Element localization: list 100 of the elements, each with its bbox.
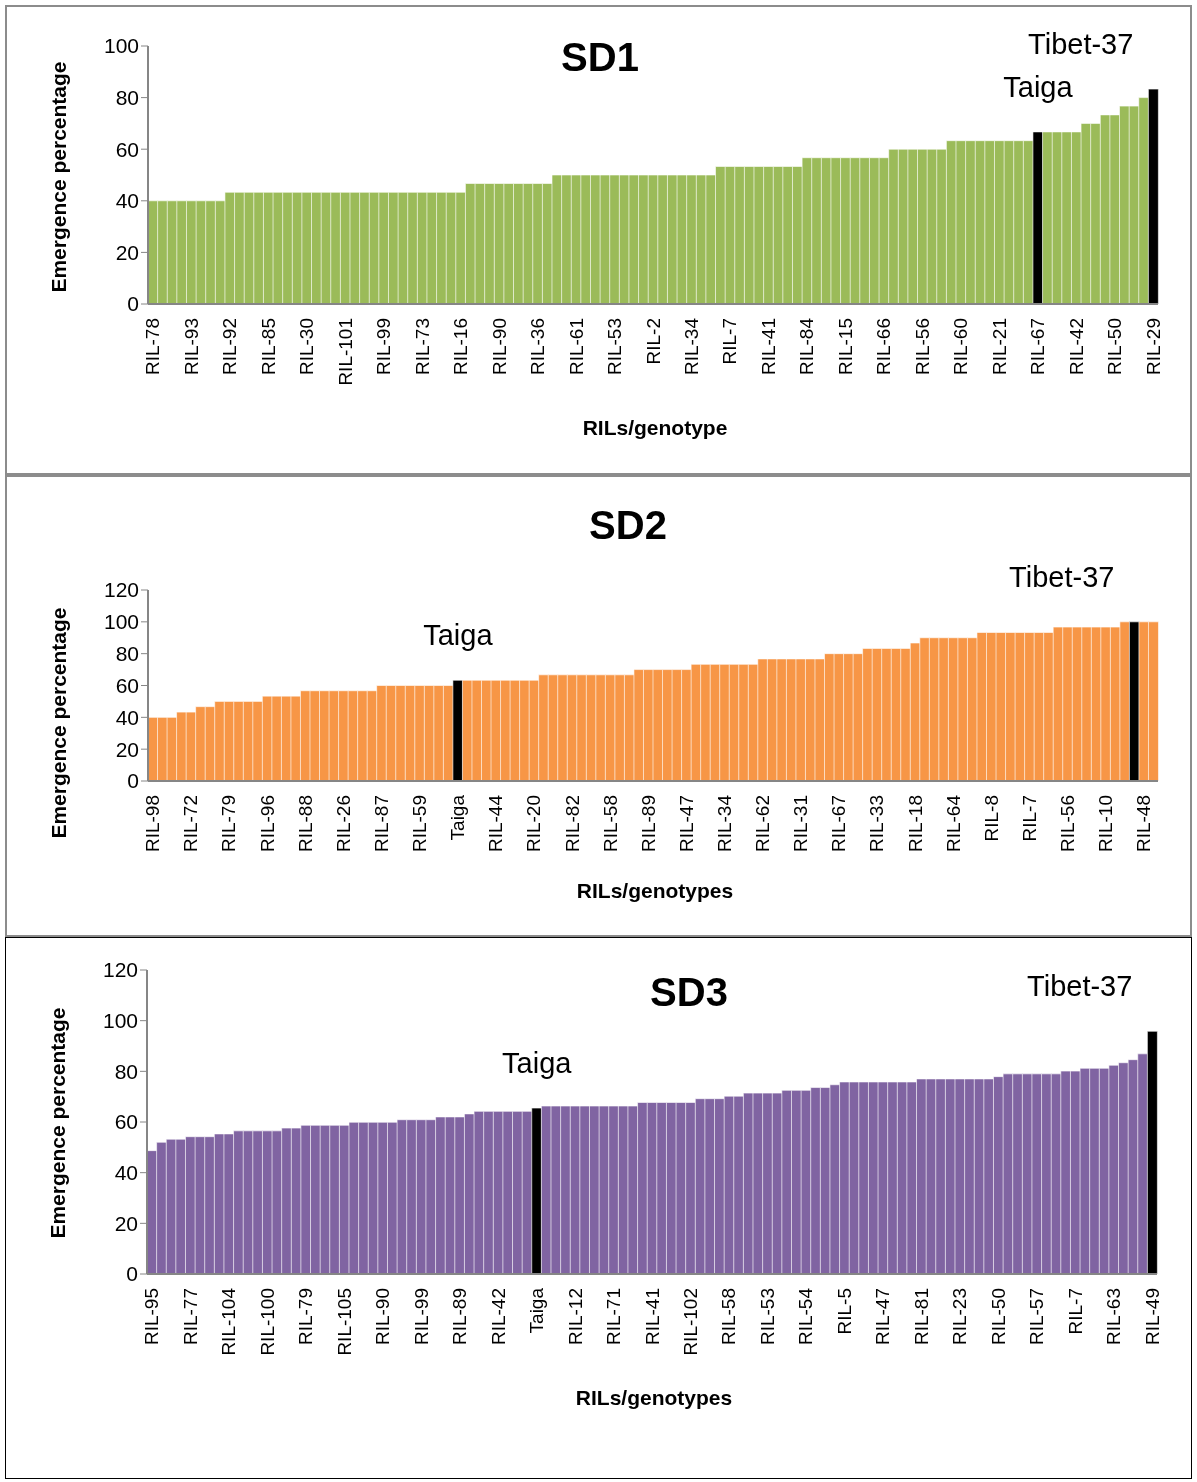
x-tick-label: RIL-88 [294,795,316,853]
x-tick-label: RIL-81 [910,1288,932,1346]
x-tick-label: RIL-29 [1142,318,1164,376]
x-tick-label: RIL-23 [949,1288,971,1346]
chart-title: SD3 [650,969,728,1015]
x-tick-label: RIL-54 [795,1287,817,1346]
x-tick-label: RIL-73 [411,318,433,376]
x-tick-label: RIL-87 [370,795,392,853]
y-tick-label: 20 [114,1211,138,1235]
x-tick-label: RIL-44 [485,794,507,853]
x-tick-label: RIL-42 [1065,318,1087,376]
x-tick-label: RIL-98 [142,795,164,853]
y-tick-label: 0 [126,1262,138,1286]
x-tick-label: RIL-49 [1141,1288,1163,1346]
x-tick-label: RIL-72 [180,795,202,853]
y-tick-label: 20 [115,240,139,264]
x-axis-title: RILs/genotypes [576,879,734,903]
x-tick-label: RIL-53 [604,318,626,376]
x-tick-label: RIL-33 [866,795,888,853]
x-tick-label: RIL-58 [718,1288,740,1346]
x-tick-label: RIL-41 [757,318,779,376]
x-tick-label: RIL-7 [1064,1288,1086,1335]
y-tick-label: 100 [102,1009,138,1033]
annotation: Tibet-37 [1009,560,1115,593]
annotation: Taiga [1003,70,1074,103]
x-tick-label: RIL-7 [1018,795,1040,842]
x-tick-label: RIL-64 [942,794,964,853]
x-tick-label: RIL-36 [527,318,549,376]
x-tick-label: RIL-90 [372,1288,394,1346]
x-tick-label: RIL-5 [833,1288,855,1335]
x-tick-label: RIL-67 [828,795,850,853]
y-axis-title: Emergence percentage [47,607,71,839]
annotation: Taiga [502,1047,573,1080]
annotation: Taiga [423,619,494,652]
y-axis-title: Emergence percentage [46,1007,70,1239]
x-tick-label: RIL-66 [873,318,895,376]
x-tick-label: RIL-102 [679,1288,701,1356]
x-tick-label: RIL-101 [334,318,356,386]
x-tick-label: RIL-104 [218,1287,240,1356]
annotation: Tibet-37 [1027,970,1133,1003]
x-tick-label: RIL-48 [1133,795,1155,853]
x-tick-label: RIL-26 [332,795,354,853]
x-tick-label: RIL-79 [295,1288,317,1346]
y-tick-label: 60 [114,1110,138,1134]
x-tick-label: RIL-79 [218,795,240,853]
y-tick-label: 100 [103,610,139,634]
x-tick-label: RIL-21 [988,318,1010,376]
x-tick-label: RIL-50 [987,1288,1009,1346]
x-tick-label: RIL-15 [834,318,856,376]
x-tick-label: RIL-47 [675,795,697,853]
x-tick-label: RIL-90 [488,318,510,376]
x-tick-label: RIL-7 [719,318,741,365]
y-tick-label: 120 [103,578,139,602]
y-tick-label: 40 [114,1161,138,1185]
y-tick-label: 60 [115,673,139,697]
y-tick-label: 80 [115,86,139,110]
x-tick-label: RIL-60 [950,318,972,376]
x-tick-label: RIL-93 [180,318,202,376]
x-tick-label: RIL-2 [642,318,664,365]
y-tick-label: 100 [103,34,139,58]
x-axis-title: RILs/genotype [582,416,728,440]
x-tick-label: RIL-96 [256,795,278,853]
x-tick-label: RIL-20 [523,795,545,853]
x-tick-label: RIL-56 [1056,795,1078,853]
y-tick-label: 80 [115,642,139,666]
x-tick-label: RIL-58 [599,795,621,853]
y-tick-label: 40 [115,705,139,729]
x-axis-title: RILs/genotypes [575,1386,733,1410]
x-tick-label: RIL-92 [219,318,241,376]
x-tick-label: RIL-61 [565,318,587,376]
y-tick-label: 20 [115,737,139,761]
x-tick-label: RIL-77 [179,1288,201,1346]
x-tick-label: RIL-57 [1026,1288,1048,1346]
x-tick-label: RIL-89 [449,1288,471,1346]
x-tick-label: RIL-59 [409,795,431,853]
x-tick-label: RIL-47 [872,1288,894,1346]
y-tick-label: 0 [127,292,139,316]
x-tick-label: RIL-67 [1027,318,1049,376]
x-tick-label: Taiga [447,794,469,841]
x-tick-label: RIL-42 [487,1288,509,1346]
x-tick-label: RIL-34 [713,794,735,853]
x-tick-label: RIL-84 [796,317,818,376]
x-tick-label: RIL-71 [603,1288,625,1346]
x-tick-label: RIL-99 [373,318,395,376]
y-tick-label: 120 [102,958,138,982]
x-tick-label: RIL-30 [296,318,318,376]
annotation: Tibet-37 [1028,28,1134,61]
chart-title: SD2 [589,502,667,548]
x-tick-label: RIL-100 [256,1288,278,1356]
x-tick-label: RIL-62 [752,795,774,853]
x-tick-label: RIL-41 [641,1288,663,1346]
x-tick-label: RIL-78 [142,318,164,376]
y-tick-label: 0 [127,769,139,793]
x-tick-label: RIL-82 [561,795,583,853]
x-tick-label: RIL-63 [1103,1288,1125,1346]
x-tick-label: RIL-85 [257,318,279,376]
x-tick-label: RIL-10 [1095,795,1117,853]
x-tick-label: RIL-89 [637,795,659,853]
y-tick-label: 80 [114,1059,138,1083]
x-tick-label: RIL-12 [564,1288,586,1346]
